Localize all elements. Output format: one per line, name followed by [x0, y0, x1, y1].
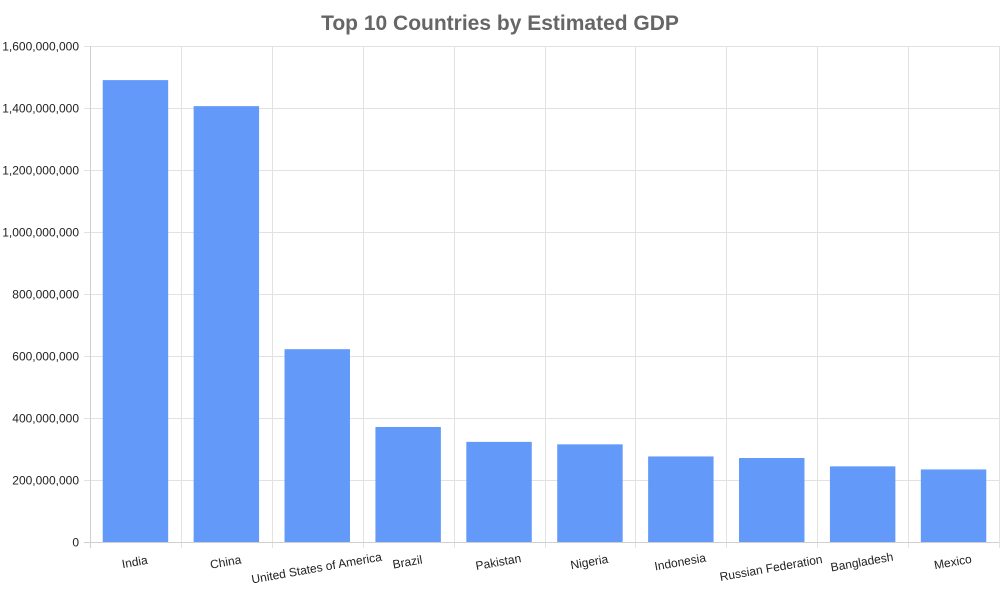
x-tick-label: Russian Federation — [719, 552, 824, 584]
x-axis-tick-labels: India China United States of America Brazil… — [121, 550, 973, 587]
x-tick-label: Bangladesh — [830, 550, 895, 575]
axes — [84, 46, 999, 548]
y-tick-label: 1,600,000,000 — [2, 40, 79, 54]
bar-china — [193, 106, 260, 542]
x-tick-label: India — [121, 553, 149, 571]
x-tick-label: Indonesia — [653, 551, 707, 574]
bar-mexico — [920, 469, 987, 542]
y-tick-label: 1,000,000,000 — [2, 226, 79, 240]
x-tick-label: Pakistan — [474, 551, 522, 573]
bar-pakistan — [466, 441, 532, 542]
y-tick-label: 200,000,000 — [12, 474, 79, 488]
bars — [102, 80, 987, 542]
bar-indonesia — [648, 456, 714, 542]
x-tick-label: Brazil — [391, 553, 423, 572]
bar-nigeria — [557, 444, 623, 542]
bar-brazil — [375, 426, 441, 542]
y-tick-label: 0 — [72, 536, 79, 550]
y-tick-label: 800,000,000 — [12, 288, 79, 302]
y-tick-label: 600,000,000 — [12, 350, 79, 364]
bar-russian-federation — [739, 457, 805, 542]
bar-bangladesh — [829, 466, 896, 542]
bar-united-states-of-america — [284, 349, 350, 542]
y-tick-label: 400,000,000 — [12, 412, 79, 426]
y-tick-label: 1,200,000,000 — [2, 164, 79, 178]
x-tick-label: United States of America — [250, 550, 383, 587]
x-tick-label: Mexico — [933, 552, 973, 572]
y-axis-tick-labels: 0 200,000,000 400,000,000 600,000,000 800,00… — [2, 40, 79, 550]
chart-title: Top 10 Countries by Estimated GDP — [321, 12, 679, 35]
x-tick-label: Nigeria — [569, 552, 609, 572]
x-tick-label: China — [209, 552, 243, 571]
y-tick-label: 1,400,000,000 — [2, 102, 79, 116]
bar-india — [102, 80, 169, 542]
